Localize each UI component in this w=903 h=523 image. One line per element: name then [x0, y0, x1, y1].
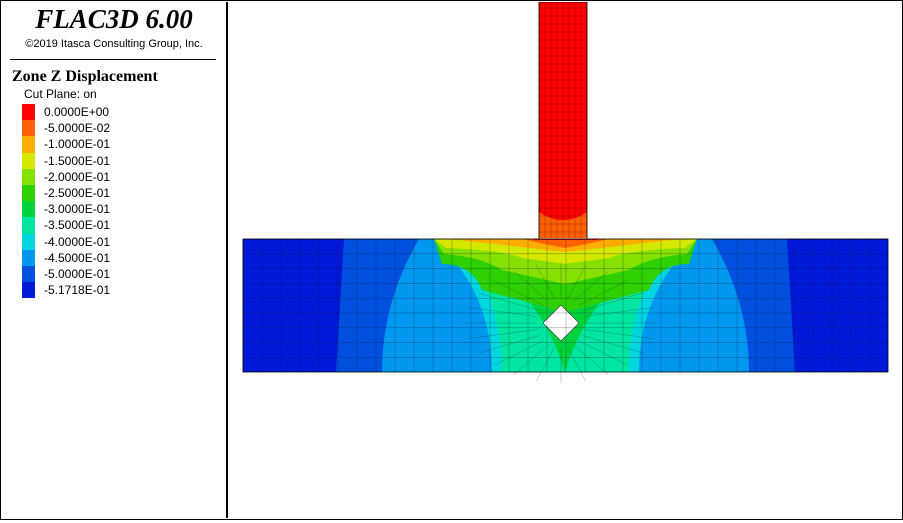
legend-swatch	[22, 184, 35, 202]
contour-band	[522, 239, 609, 248]
legend-label: -4.5000E-01	[44, 250, 111, 265]
legend-row: -2.0000E-01	[22, 168, 212, 185]
foundation-soil-block	[243, 239, 888, 372]
mesh-line	[578, 340, 629, 366]
legend-row: -5.0000E-01	[22, 265, 212, 283]
mesh-line	[478, 292, 540, 311]
legend-label: -1.5000E-01	[44, 153, 111, 168]
contour-band	[534, 239, 597, 240]
legend-swatch	[22, 282, 35, 299]
legend-row: -2.5000E-01	[22, 184, 212, 202]
mesh-line	[513, 270, 549, 302]
legend-label: -3.0000E-01	[44, 202, 111, 217]
legend-label: 0.0000E+00	[44, 105, 110, 119]
legend-swatch	[22, 233, 35, 250]
column-outline	[538, 1, 588, 240]
legend-label: -2.0000E-01	[44, 169, 111, 184]
mesh-line	[585, 329, 653, 339]
model-viewport[interactable]	[229, 1, 902, 518]
legend-label: -2.5000E-01	[44, 185, 111, 200]
legend-swatch	[22, 201, 35, 218]
contour-plot[interactable]	[229, 1, 902, 518]
legend-swatch	[22, 217, 35, 234]
legend-swatch	[22, 265, 35, 283]
legend-swatch	[22, 152, 35, 169]
mesh-line	[478, 335, 540, 354]
legend-entries: 0.0000E+00 -5.0000E-02 -1.0000E-01 -1.50…	[22, 104, 212, 299]
mesh-line	[573, 270, 609, 302]
mesh-line	[469, 307, 537, 317]
copyright-text: ©2019 Itasca Consulting Group, Inc.	[25, 38, 203, 50]
mesh-line	[536, 264, 555, 299]
legend-row: -4.5000E-01	[22, 249, 212, 266]
legend-label: -5.0000E-01	[44, 266, 111, 281]
legend-swatch	[22, 168, 35, 185]
zone-mesh	[242, 1, 889, 383]
mesh-line	[573, 344, 609, 376]
tunnel-opening	[542, 304, 580, 342]
mesh-line	[469, 329, 537, 339]
legend-label: -5.0000E-02	[44, 121, 111, 136]
legend-row: -5.1718E-01	[22, 282, 212, 299]
mesh-line	[582, 335, 644, 354]
mesh-line	[567, 264, 586, 299]
legend-row: 0.0000E+00	[22, 104, 212, 121]
legend-label: -3.5000E-01	[44, 218, 111, 233]
legend-label: -5.1718E-01	[44, 283, 111, 298]
legend-row: -3.5000E-01	[22, 217, 212, 234]
cut-plane-status: Cut Plane: on	[24, 87, 97, 101]
legend-panel: FLAC3D 6.00 ©2019 Itasca Consulting Grou…	[2, 2, 228, 518]
legend-swatch	[22, 136, 35, 153]
mesh-line	[493, 280, 544, 306]
plot-title: Zone Z Displacement	[12, 68, 158, 85]
legend-row: -3.0000E-01	[22, 201, 212, 218]
mesh-line	[582, 292, 644, 311]
mesh-line	[493, 340, 544, 366]
legend-label: -1.0000E-01	[44, 137, 111, 152]
legend-row: -1.0000E-01	[22, 136, 212, 153]
legend-row: -5.0000E-02	[22, 120, 212, 137]
mesh-line	[536, 347, 555, 382]
legend-label: -4.0000E-01	[44, 234, 111, 249]
legend-swatch	[22, 120, 35, 137]
mesh-line	[513, 344, 549, 376]
legend-swatch	[22, 249, 35, 266]
legend-swatch	[22, 104, 35, 121]
mesh-line	[578, 280, 629, 306]
legend-row: -1.5000E-01	[22, 152, 212, 169]
app-title: FLAC3D 6.00	[35, 4, 193, 34]
legend-row: -4.0000E-01	[22, 233, 212, 250]
title-divider	[10, 59, 216, 60]
mesh-line	[585, 307, 653, 317]
mesh-line	[567, 347, 586, 382]
